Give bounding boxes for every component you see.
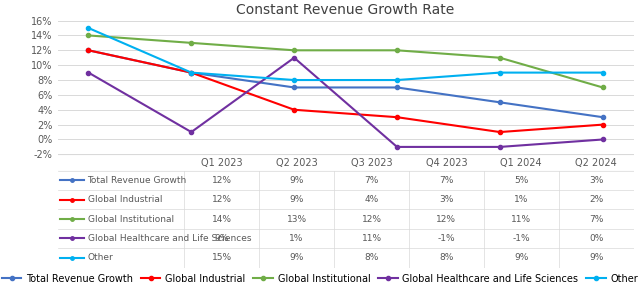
Text: 11%: 11%: [362, 234, 381, 243]
Text: Q4 2023: Q4 2023: [426, 158, 467, 168]
Text: 5%: 5%: [514, 176, 529, 185]
Text: 12%: 12%: [362, 215, 381, 223]
Text: 7%: 7%: [589, 215, 604, 223]
Text: Q2 2024: Q2 2024: [575, 158, 617, 168]
Text: 15%: 15%: [212, 253, 232, 262]
Text: 7%: 7%: [439, 176, 454, 185]
Text: 1%: 1%: [289, 234, 304, 243]
Text: 4%: 4%: [364, 195, 379, 204]
Text: -1%: -1%: [438, 234, 455, 243]
Text: Q1 2024: Q1 2024: [500, 158, 542, 168]
Text: 7%: 7%: [364, 176, 379, 185]
Text: 11%: 11%: [511, 215, 531, 223]
Title: Constant Revenue Growth Rate: Constant Revenue Growth Rate: [236, 3, 455, 17]
Text: Total Revenue Growth: Total Revenue Growth: [88, 176, 187, 185]
Text: 14%: 14%: [212, 215, 232, 223]
Text: 0%: 0%: [589, 234, 604, 243]
Text: 9%: 9%: [289, 253, 304, 262]
Text: Global Industrial: Global Industrial: [88, 195, 162, 204]
Text: -1%: -1%: [513, 234, 530, 243]
Text: Q2 2023: Q2 2023: [276, 158, 317, 168]
Text: 3%: 3%: [439, 195, 454, 204]
Text: 13%: 13%: [287, 215, 307, 223]
Text: 1%: 1%: [514, 195, 529, 204]
Text: Other: Other: [88, 253, 113, 262]
Text: 8%: 8%: [439, 253, 454, 262]
Text: 12%: 12%: [212, 195, 232, 204]
Text: Q3 2023: Q3 2023: [351, 158, 392, 168]
Text: 8%: 8%: [364, 253, 379, 262]
Text: 9%: 9%: [589, 253, 604, 262]
Text: Global Institutional: Global Institutional: [88, 215, 173, 223]
Text: Q1 2023: Q1 2023: [201, 158, 243, 168]
Legend: Total Revenue Growth, Global Industrial, Global Institutional, Global Healthcare: Total Revenue Growth, Global Industrial,…: [0, 270, 640, 288]
Text: 9%: 9%: [514, 253, 529, 262]
Text: 9%: 9%: [289, 176, 304, 185]
Text: 9%: 9%: [214, 234, 229, 243]
Text: Global Healthcare and Life Sciences: Global Healthcare and Life Sciences: [88, 234, 251, 243]
Text: 9%: 9%: [289, 195, 304, 204]
Text: 12%: 12%: [436, 215, 456, 223]
Text: 2%: 2%: [589, 195, 604, 204]
Text: 12%: 12%: [212, 176, 232, 185]
Text: 3%: 3%: [589, 176, 604, 185]
